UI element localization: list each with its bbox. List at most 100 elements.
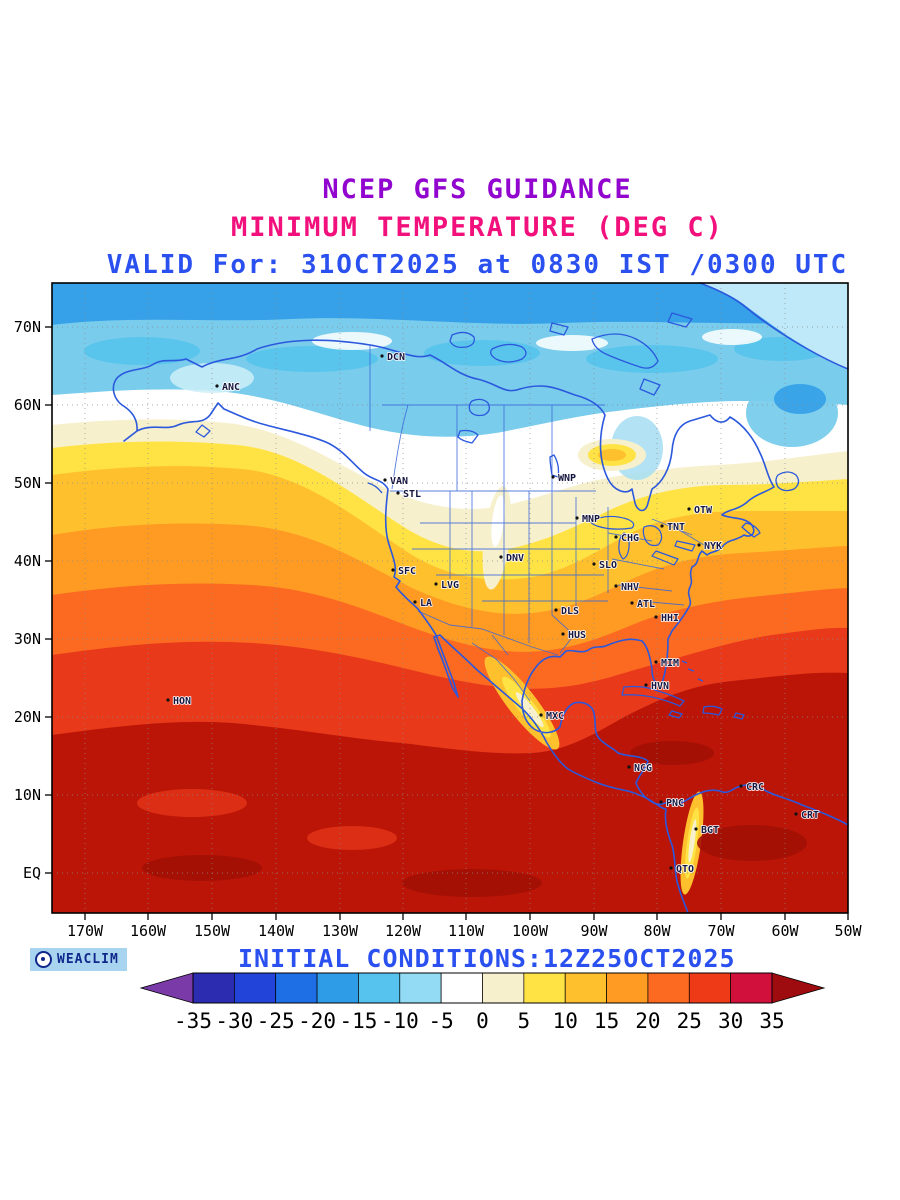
lon-label: 130W [322, 922, 359, 940]
lon-label: 110W [448, 922, 485, 940]
station-label: STL [403, 489, 421, 500]
colorbar-tick-label: -35 [174, 1009, 212, 1033]
station-label: DNV [506, 553, 524, 564]
station-label: TNT [667, 522, 685, 533]
station-dot [654, 660, 658, 664]
temperature-field [52, 283, 848, 913]
station-dot [391, 568, 395, 572]
colorbar-segment [606, 972, 649, 1004]
colorbar-segment [482, 972, 525, 1004]
map-interior: DCN ANC VAN STL WNP MNP CHG TNT OTW NYK DNV SLO SFC L… [52, 282, 849, 914]
lakes [590, 515, 696, 566]
station-dot [434, 582, 438, 586]
station-label: HUS [568, 630, 586, 641]
colorbar-tick-label: 30 [718, 1009, 743, 1033]
map-frame [51, 282, 849, 914]
colorbar-tick-label: -25 [257, 1009, 295, 1033]
colorbar-segment [316, 972, 359, 1004]
station-label: ATL [637, 599, 655, 610]
station-dot [499, 555, 503, 559]
colorbar-segment [688, 972, 731, 1004]
lat-label: 50N [14, 474, 41, 492]
anomaly-hudson-warm [578, 439, 646, 471]
colorbar-arrow-left [139, 972, 194, 1004]
station-labels: DCN ANC VAN STL WNP MNP CHG TNT OTW NYK DNV SLO SFC L… [166, 351, 820, 876]
colorbar-tick-label: -15 [339, 1009, 377, 1033]
station-dot [739, 784, 743, 788]
weaclim-logo: WEACLIM [30, 948, 127, 971]
initial-conditions-text: INITIAL CONDITIONS:12Z25OCT2025 [238, 944, 736, 973]
coastlines [112, 282, 849, 914]
lon-label: 160W [130, 922, 167, 940]
lon-label: 80W [643, 922, 671, 940]
title-parameter: MINIMUM TEMPERATURE (DEG C) [231, 212, 724, 243]
station-label: ANC [222, 382, 240, 393]
station-dot [592, 562, 596, 566]
station-dot [654, 615, 658, 619]
colorbar-tick-label: -20 [298, 1009, 336, 1033]
colorbar-outline [192, 972, 773, 1004]
colorbar-segment [440, 972, 483, 1004]
station-dot [614, 584, 618, 588]
colorbar-segment [730, 972, 773, 1004]
station-label: VAN [390, 476, 408, 487]
station-label: QTO [676, 864, 694, 875]
station-label: NCG [634, 763, 652, 774]
station-label: NYK [704, 541, 722, 552]
station-label: MNP [582, 514, 600, 525]
station-dot [396, 491, 400, 495]
lon-label: 140W [258, 922, 295, 940]
station-dot [687, 507, 691, 511]
colorbar-tick-label: 15 [594, 1009, 619, 1033]
anomaly-andes [680, 791, 704, 895]
station-dot [794, 812, 798, 816]
lat-label: 30N [14, 630, 41, 648]
station-dot [697, 543, 701, 547]
temperature-colorbar: -35 -30 -25 -20 -15 -10 -5 0 5 10 15 20 25 30 35 [139, 972, 826, 1033]
weaclim-icon [35, 951, 52, 968]
colorbar-segment [564, 972, 607, 1004]
station-label: SLO [599, 560, 617, 571]
station-label: CRT [801, 810, 819, 821]
station-dot [561, 632, 565, 636]
lat-label: 10N [14, 786, 41, 804]
station-label: CRC [746, 782, 764, 793]
lat-label: EQ [23, 864, 41, 882]
station-dot [660, 524, 664, 528]
state-borders [369, 345, 705, 702]
colorbar-tick-label: 20 [635, 1009, 660, 1033]
station-dot [383, 478, 387, 482]
colorbar-tick-label: 35 [759, 1009, 784, 1033]
station-label: LA [420, 598, 432, 609]
colorbar-segment [192, 972, 235, 1004]
lon-label: 150W [194, 922, 231, 940]
station-dot [614, 535, 618, 539]
colorbar-segment [234, 972, 277, 1004]
station-label: CHG [621, 533, 639, 544]
station-label: DLS [561, 606, 579, 617]
station-label: HON [173, 696, 191, 707]
station-label: WNP [558, 473, 576, 484]
lat-label: 20N [14, 708, 41, 726]
map-axes: 70N 60N 50N 40N 30N 20N 10N EQ 170W 160W 150W 140W 1… [14, 318, 863, 940]
station-dot [554, 608, 558, 612]
station-dot [694, 827, 698, 831]
station-dot [215, 384, 219, 388]
station-dot [669, 866, 673, 870]
colorbar-segment [523, 972, 566, 1004]
station-dot [166, 698, 170, 702]
lon-label: 50W [834, 922, 862, 940]
lon-label: 90W [580, 922, 608, 940]
chart-header: NCEP GFS GUIDANCE MINIMUM TEMPERATURE (D… [0, 174, 900, 280]
weaclim-label: WEACLIM [57, 952, 119, 967]
colorbar-tick-label: -30 [215, 1009, 253, 1033]
weather-map: DCN ANC VAN STL WNP MNP CHG TNT OTW NYK DNV SLO SFC L… [14, 282, 863, 940]
station-label: NHV [621, 582, 639, 593]
title-model: NCEP GFS GUIDANCE [322, 174, 633, 205]
colorbar-tick-label: 25 [677, 1009, 702, 1033]
station-label: LVG [441, 580, 459, 591]
colorbar-segment [647, 972, 690, 1004]
title-valid-time: VALID For: 31OCT2025 at 0830 IST /0300 U… [106, 250, 849, 280]
station-dot [644, 683, 648, 687]
